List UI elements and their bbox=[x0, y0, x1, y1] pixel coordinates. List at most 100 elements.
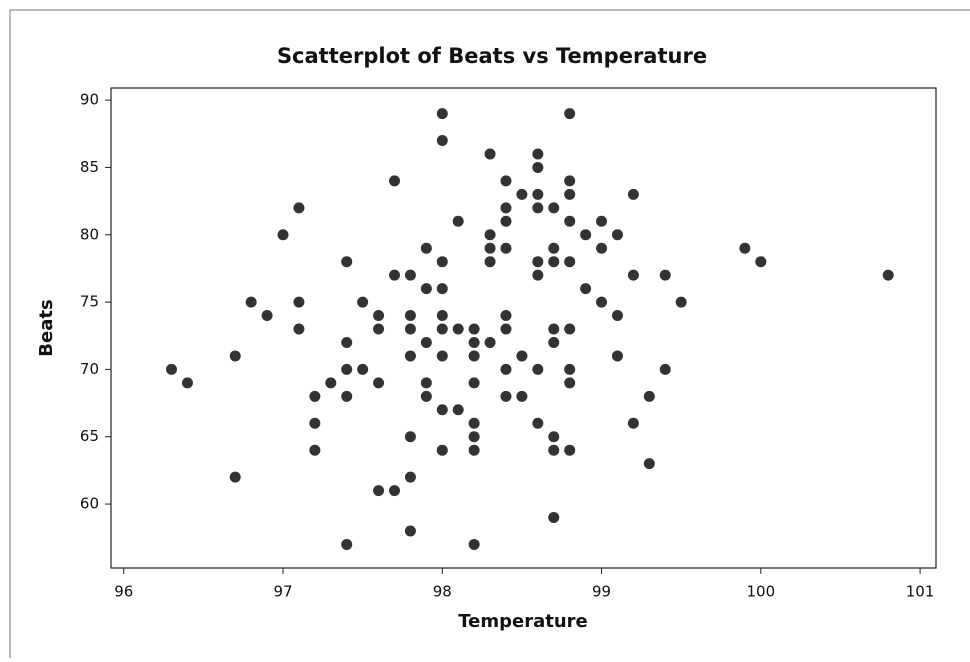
chart-title: Scatterplot of Beats vs Temperature bbox=[277, 44, 707, 68]
y-tick-label: 80 bbox=[80, 225, 99, 243]
point bbox=[564, 108, 576, 120]
point bbox=[229, 350, 241, 362]
point bbox=[548, 323, 560, 335]
point bbox=[532, 256, 544, 268]
point bbox=[373, 323, 385, 335]
point bbox=[436, 350, 448, 362]
point bbox=[596, 242, 608, 254]
point bbox=[564, 188, 576, 200]
point bbox=[484, 229, 496, 241]
point bbox=[627, 188, 639, 200]
point bbox=[500, 242, 512, 254]
point bbox=[532, 202, 544, 214]
point bbox=[261, 310, 273, 322]
point bbox=[516, 188, 528, 200]
point bbox=[596, 215, 608, 227]
point bbox=[548, 336, 560, 348]
point bbox=[564, 377, 576, 389]
point bbox=[500, 323, 512, 335]
point bbox=[404, 323, 416, 335]
x-tick-label: 96 bbox=[114, 583, 133, 601]
point bbox=[532, 363, 544, 375]
point bbox=[659, 269, 671, 281]
point bbox=[564, 444, 576, 456]
plot-frame bbox=[110, 87, 937, 569]
point bbox=[341, 363, 353, 375]
point bbox=[627, 417, 639, 429]
point bbox=[468, 377, 480, 389]
point bbox=[739, 242, 751, 254]
point bbox=[341, 256, 353, 268]
point bbox=[468, 431, 480, 443]
point bbox=[373, 310, 385, 322]
point bbox=[468, 538, 480, 550]
point bbox=[484, 256, 496, 268]
point bbox=[277, 229, 289, 241]
point bbox=[357, 363, 369, 375]
point bbox=[436, 135, 448, 147]
point bbox=[548, 431, 560, 443]
point bbox=[468, 444, 480, 456]
point bbox=[516, 350, 528, 362]
point bbox=[420, 283, 432, 295]
point bbox=[404, 471, 416, 483]
point bbox=[643, 458, 655, 470]
y-tick-label: 85 bbox=[80, 158, 99, 176]
point bbox=[468, 323, 480, 335]
point bbox=[548, 512, 560, 524]
point bbox=[468, 350, 480, 362]
point bbox=[548, 202, 560, 214]
point bbox=[532, 269, 544, 281]
point bbox=[436, 444, 448, 456]
point bbox=[627, 269, 639, 281]
point bbox=[564, 256, 576, 268]
point bbox=[548, 256, 560, 268]
point bbox=[325, 377, 337, 389]
point bbox=[532, 417, 544, 429]
x-tick-label: 97 bbox=[273, 583, 292, 601]
point bbox=[532, 148, 544, 160]
point bbox=[388, 269, 400, 281]
point bbox=[500, 390, 512, 402]
point bbox=[166, 363, 178, 375]
point bbox=[388, 485, 400, 497]
point bbox=[245, 296, 257, 308]
point bbox=[293, 202, 305, 214]
point bbox=[436, 310, 448, 322]
y-tick-label: 90 bbox=[80, 91, 99, 109]
point bbox=[643, 390, 655, 402]
x-tick-label: 99 bbox=[592, 583, 611, 601]
point bbox=[564, 363, 576, 375]
point bbox=[341, 538, 353, 550]
point bbox=[611, 350, 623, 362]
point bbox=[532, 188, 544, 200]
point bbox=[404, 310, 416, 322]
point bbox=[548, 242, 560, 254]
point bbox=[596, 296, 608, 308]
point bbox=[516, 390, 528, 402]
point bbox=[373, 485, 385, 497]
point bbox=[484, 336, 496, 348]
point bbox=[484, 242, 496, 254]
point bbox=[500, 175, 512, 187]
point bbox=[229, 471, 241, 483]
point bbox=[341, 390, 353, 402]
point bbox=[755, 256, 767, 268]
point bbox=[564, 323, 576, 335]
point bbox=[532, 161, 544, 173]
x-axis-label: Temperature bbox=[458, 611, 587, 632]
point bbox=[468, 336, 480, 348]
point bbox=[309, 390, 321, 402]
point bbox=[436, 108, 448, 120]
point bbox=[404, 269, 416, 281]
point bbox=[452, 323, 464, 335]
point bbox=[564, 175, 576, 187]
point bbox=[500, 363, 512, 375]
point bbox=[420, 336, 432, 348]
point bbox=[404, 525, 416, 537]
x-tick-label: 98 bbox=[433, 583, 452, 601]
y-tick-label: 60 bbox=[80, 495, 99, 513]
window-frame bbox=[9, 9, 970, 662]
point bbox=[500, 310, 512, 322]
